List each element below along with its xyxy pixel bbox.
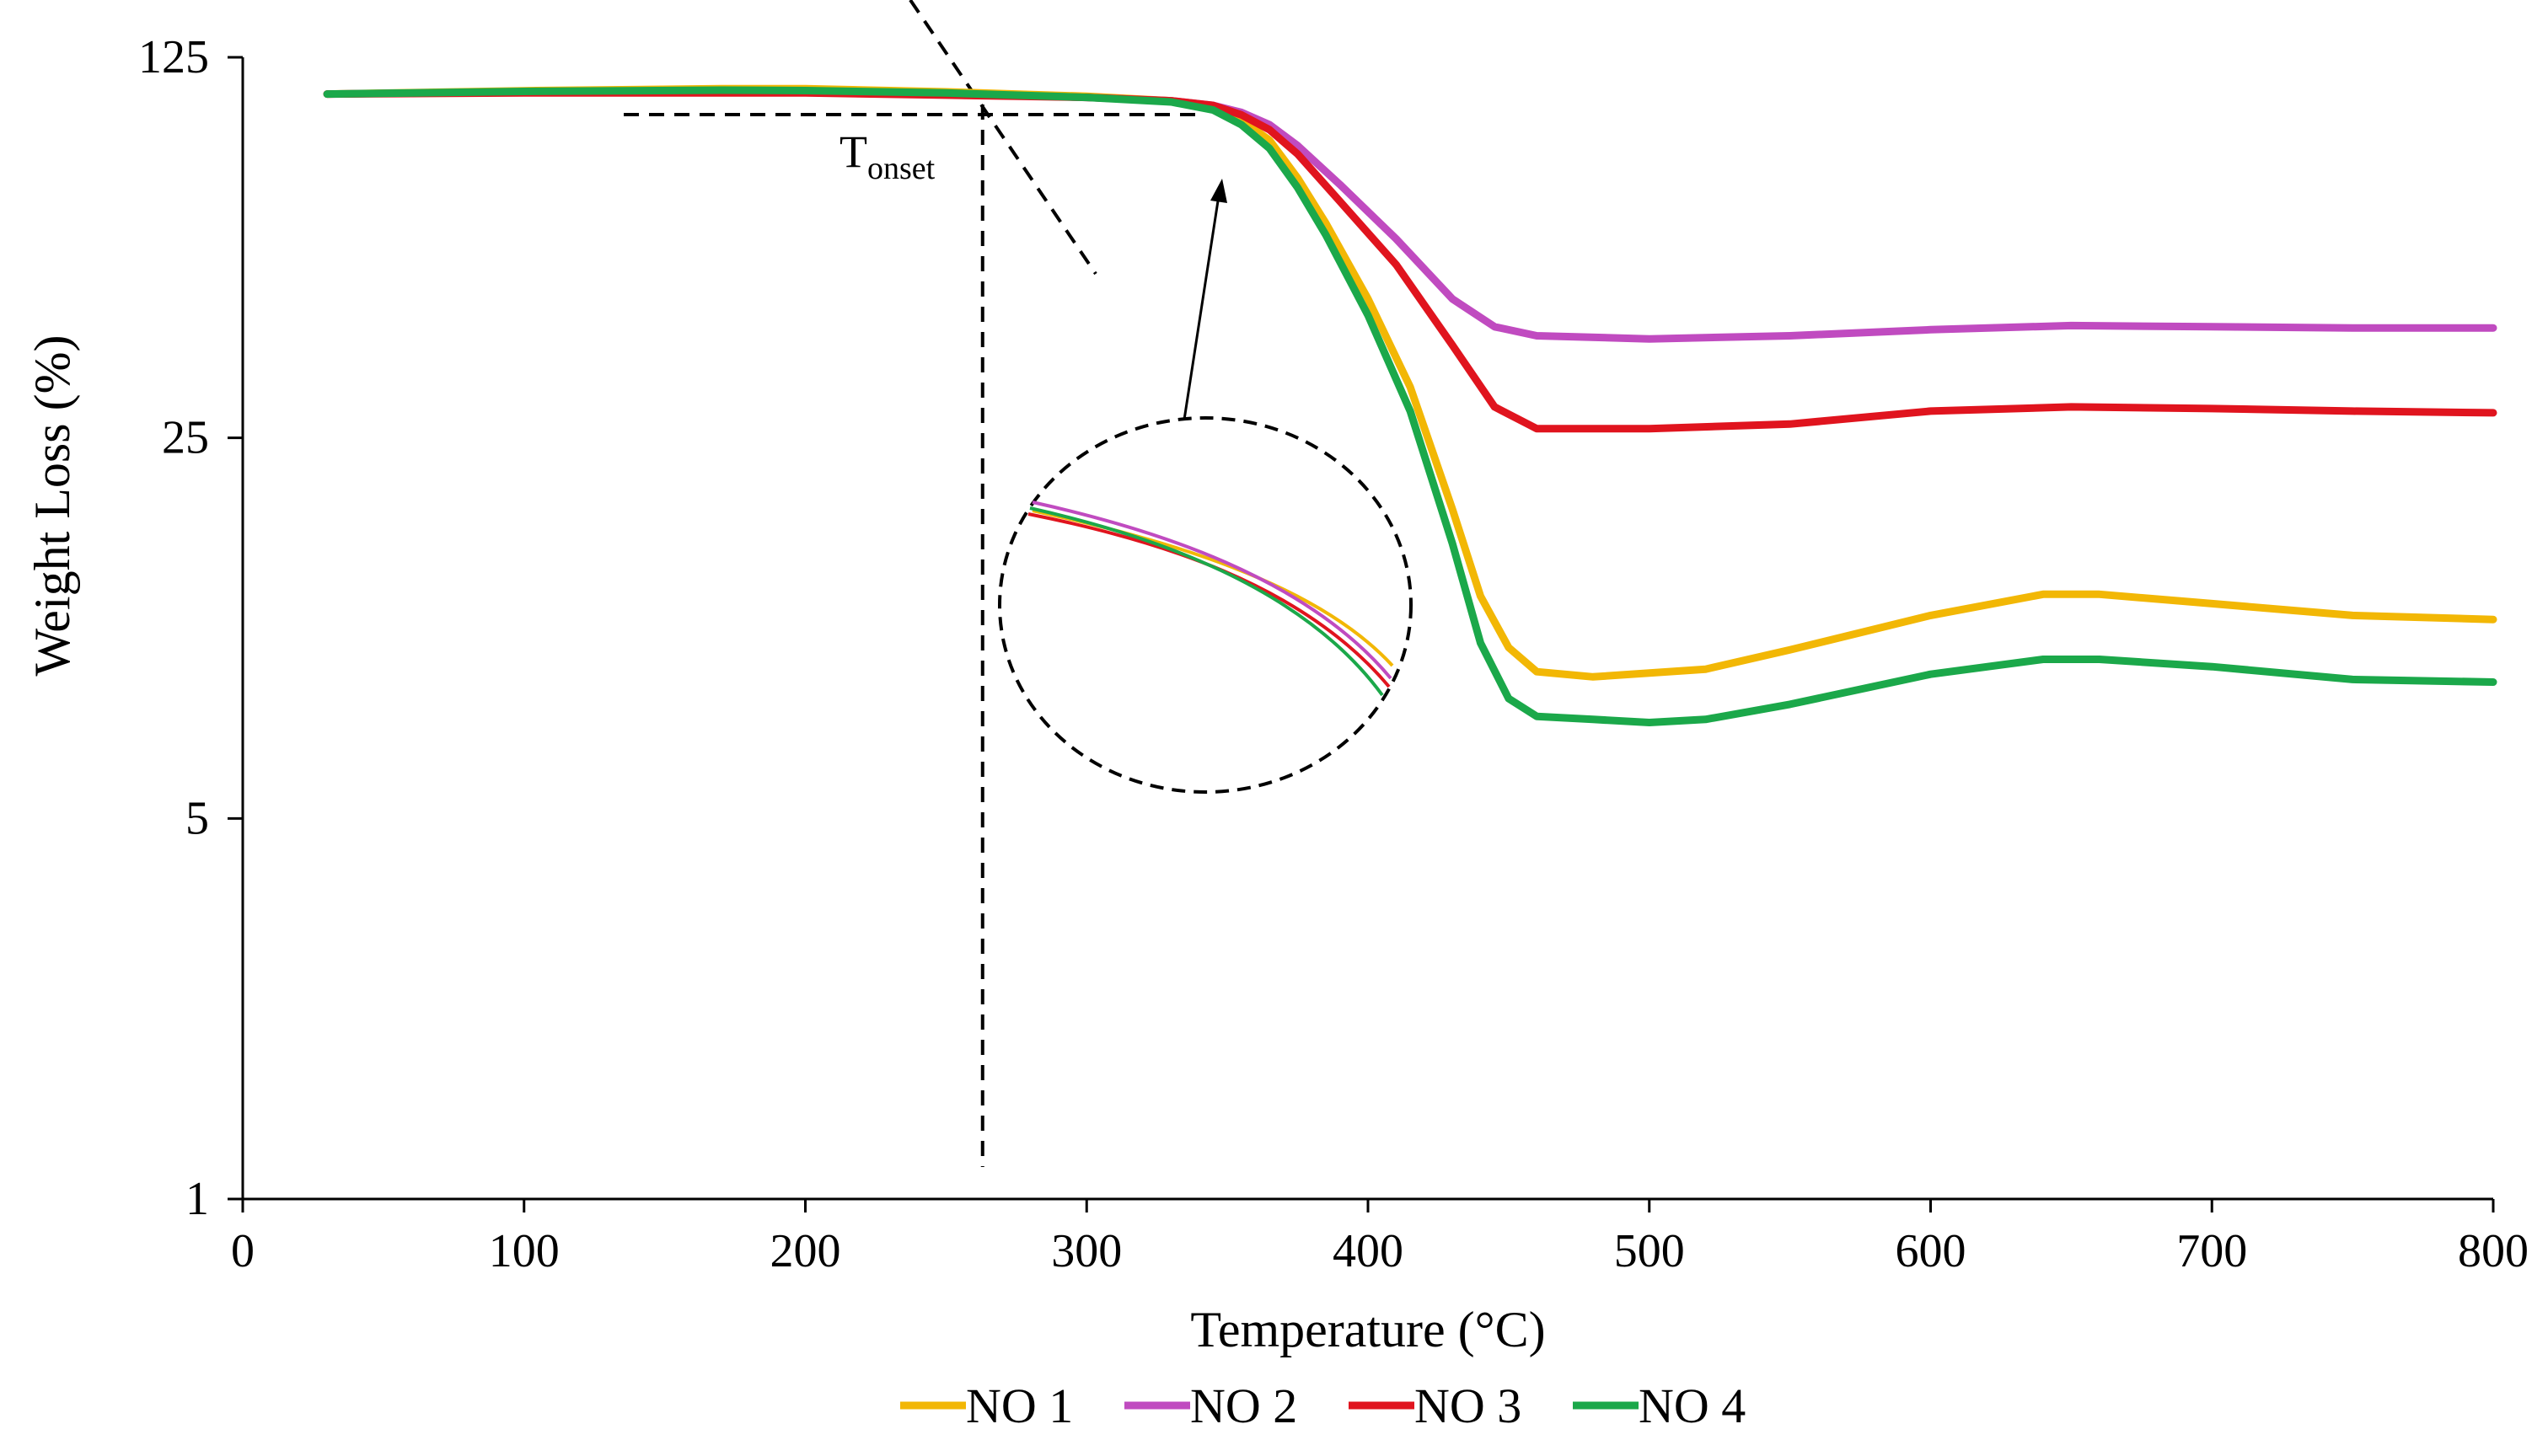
y-ticks: 1 5 25 125 [138, 31, 243, 1225]
series-group [323, 84, 2497, 726]
tonset-label: Tonset [839, 126, 936, 186]
legend-label: NO 2 [1190, 1378, 1297, 1433]
x-tick-label: 300 [1051, 1225, 1122, 1277]
x-tick-label: 400 [1333, 1225, 1403, 1277]
inset-curve-no1 [1032, 509, 1394, 667]
slope-tangent [909, 0, 1097, 276]
y-tick-label: 5 [185, 792, 209, 844]
x-tick-label: 700 [2176, 1225, 2247, 1277]
tonset-construction: Tonset [624, 0, 1205, 1167]
y-tick-label: 125 [138, 31, 209, 83]
zoom-inset [998, 179, 1413, 794]
x-tick-label: 500 [1614, 1225, 1685, 1277]
inset-arrow-line [1183, 195, 1220, 420]
legend-label: NO 3 [1414, 1378, 1521, 1433]
legend-label: NO 1 [966, 1378, 1073, 1433]
legend: NO 1 NO 2 NO 3 NO 4 [900, 1378, 1746, 1433]
x-tick-label: 100 [489, 1225, 560, 1277]
series-line-no-4 [323, 86, 2497, 726]
x-ticks: 0 100 200 300 400 500 600 700 800 [231, 1199, 2529, 1277]
inset-circle [998, 416, 1413, 794]
series-line-no-2 [323, 87, 2497, 343]
y-tick-label: 25 [162, 412, 209, 464]
x-axis-title: Temperature (°C) [1190, 1302, 1545, 1357]
legend-label: NO 4 [1639, 1378, 1746, 1433]
x-tick-label: 600 [1896, 1225, 1966, 1277]
y-axis-title: Weight Loss (%) [24, 335, 80, 676]
inset-arrow-head [1210, 179, 1227, 203]
x-tick-label: 800 [2458, 1225, 2529, 1277]
x-tick-label: 0 [231, 1225, 255, 1277]
inset-curve-no4 [1029, 506, 1384, 697]
inset-curve-no3 [1027, 512, 1391, 688]
x-tick-label: 200 [770, 1225, 841, 1277]
inset-curve-no2 [1032, 500, 1392, 680]
y-tick-label: 1 [185, 1173, 209, 1225]
